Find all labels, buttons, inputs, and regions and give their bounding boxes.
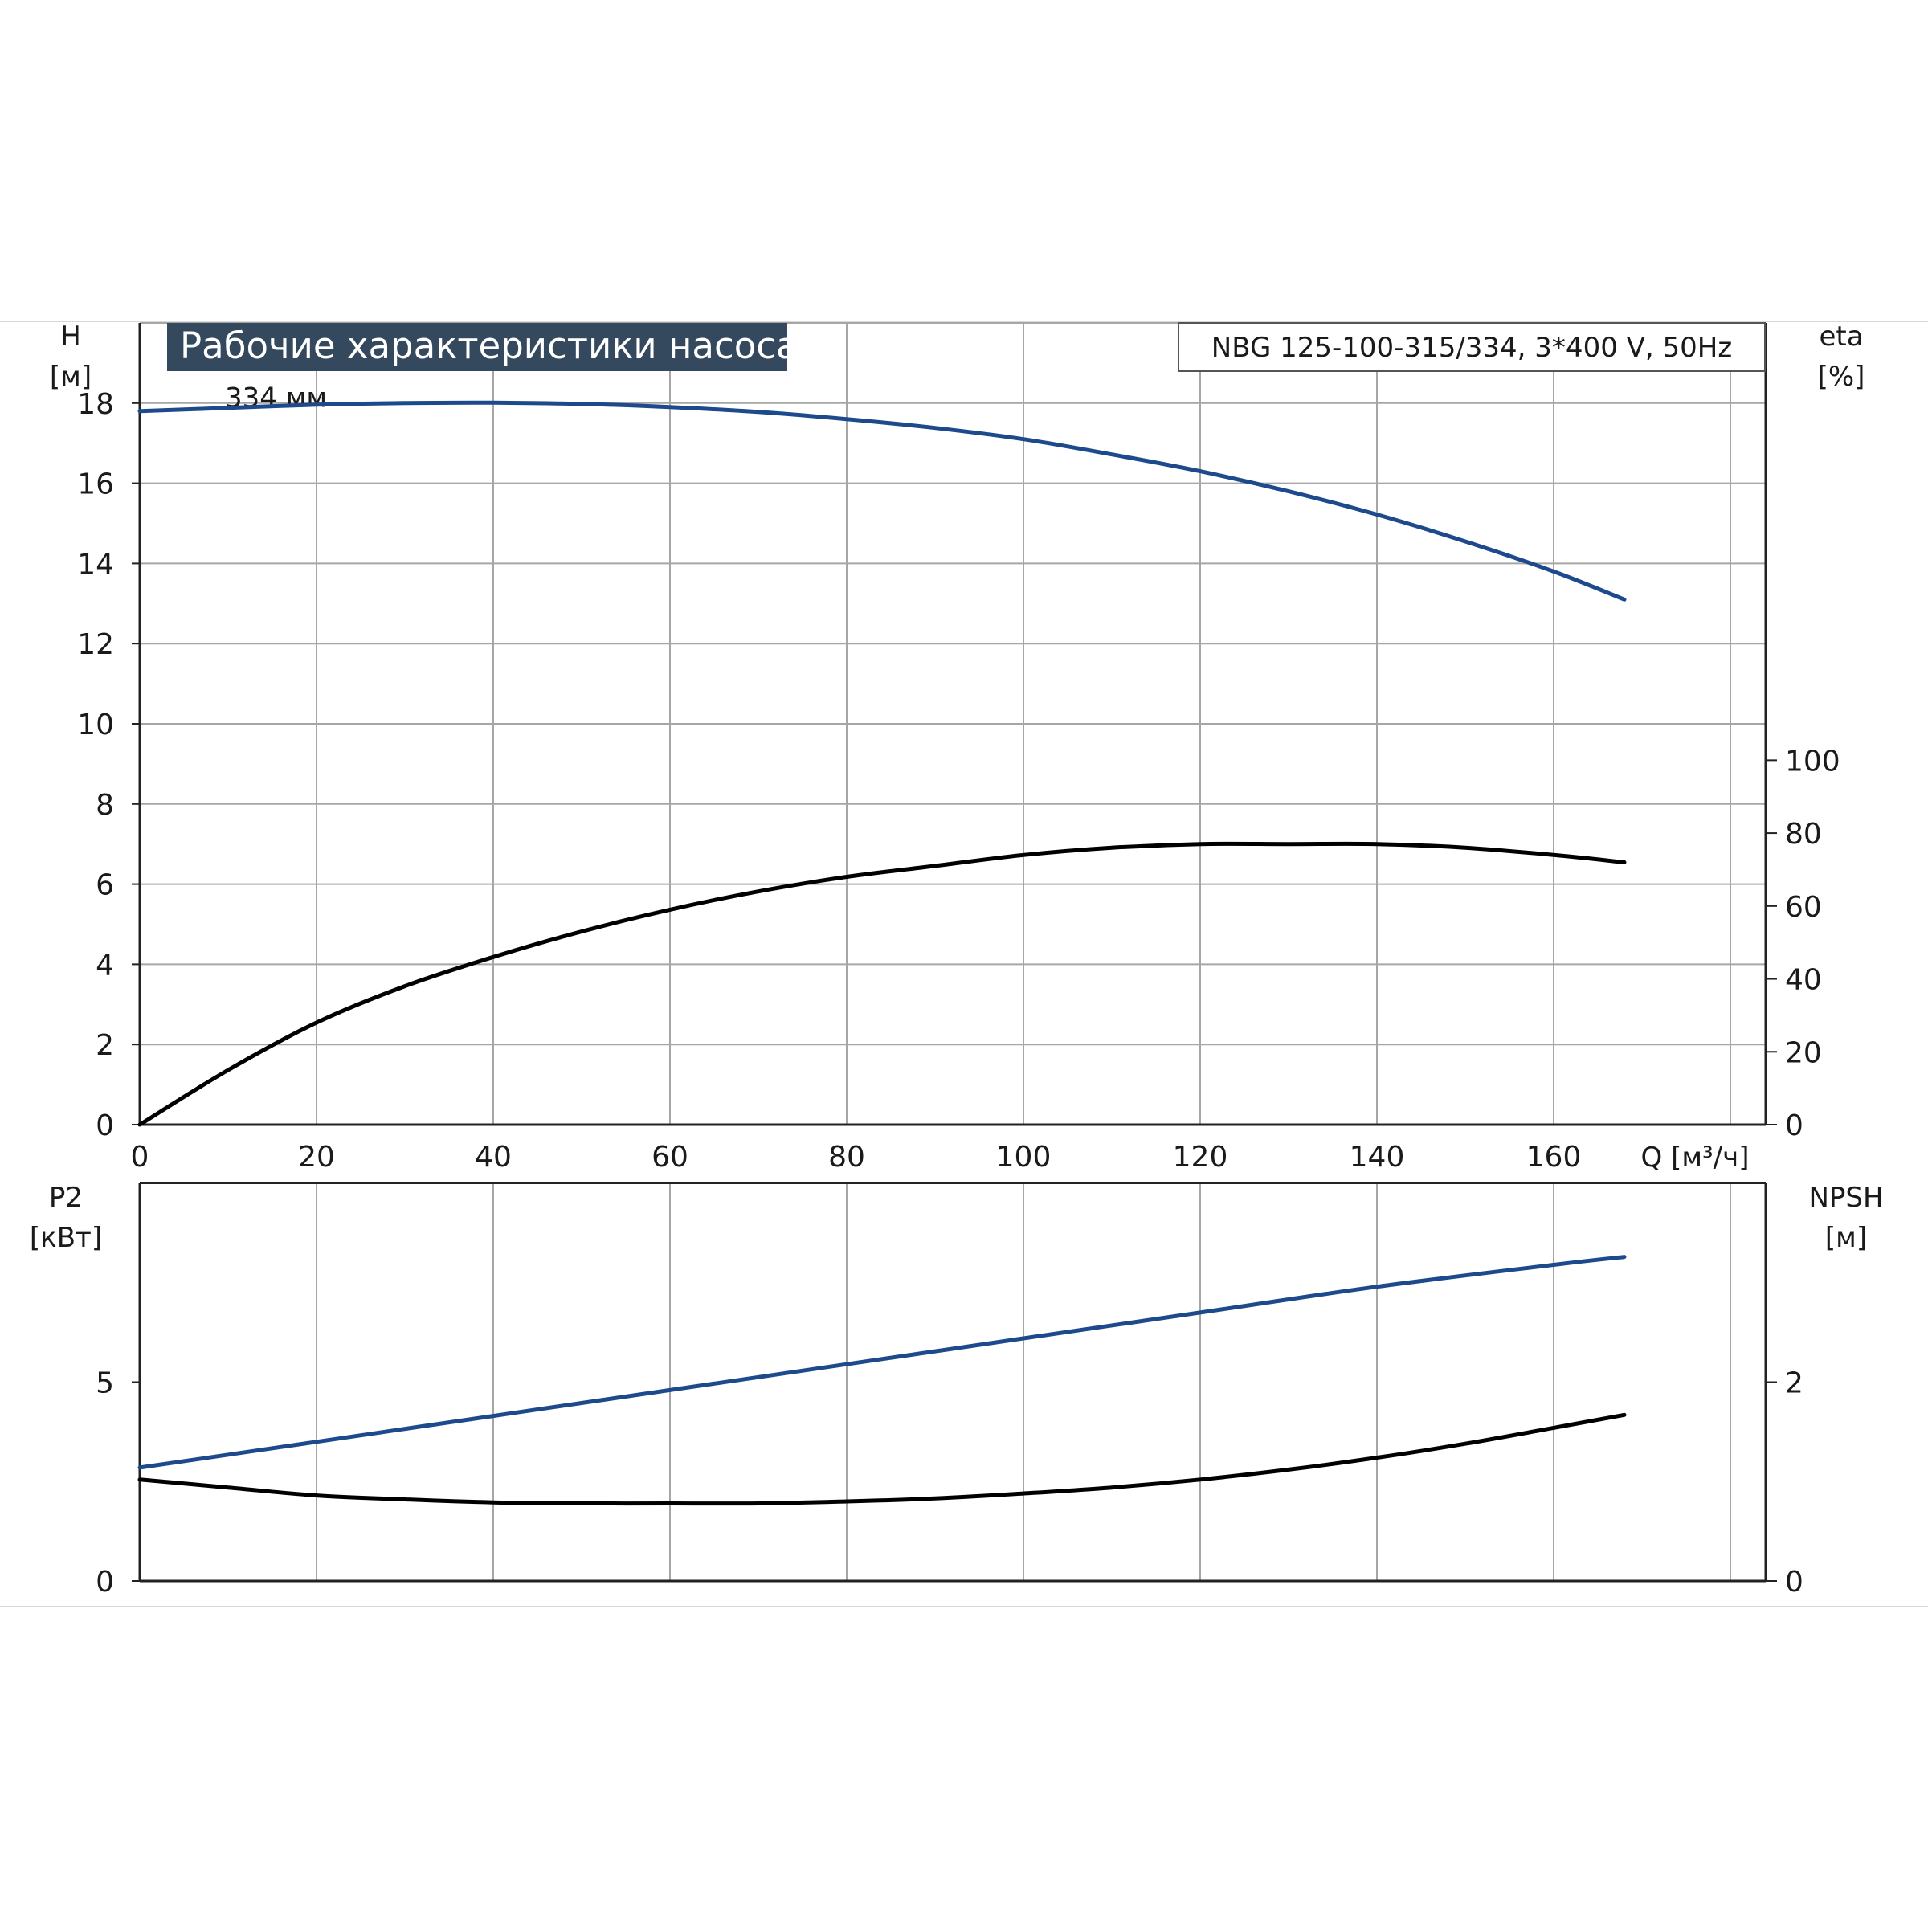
x-tick-label: 0 <box>131 1141 149 1174</box>
eta-tick-label: 60 <box>1785 891 1822 924</box>
npsh-tick-label: 2 <box>1785 1367 1803 1400</box>
eta-tick-label: 0 <box>1785 1109 1803 1142</box>
eta-axis-label: eta <box>1819 321 1863 353</box>
h-tick-label: 18 <box>77 388 114 421</box>
p2-tick-label: 5 <box>96 1367 114 1400</box>
title-banner <box>167 323 787 371</box>
npsh-curve <box>137 1412 1627 1506</box>
model-box <box>1178 322 1766 372</box>
upper-tick-labels: 0 20 40 60 80 100 120 140 160 0 2 4 6 8 10 12 14 16 18 0 20 4… <box>77 388 1840 1174</box>
lower-tick-labels: 0 5 0 2 <box>96 1367 1803 1599</box>
x-tick-label: 120 <box>1173 1141 1228 1174</box>
h-tick-label: 14 <box>77 548 114 581</box>
p2-axis-unit: [кВт] <box>30 1222 102 1254</box>
h-tick-label: 12 <box>77 628 114 661</box>
npsh-axis-label: NPSH <box>1808 1182 1883 1214</box>
eta-tick-label: 40 <box>1785 964 1822 997</box>
eta-axis-unit: [%] <box>1818 361 1865 393</box>
lower-series <box>137 1255 1627 1506</box>
x-tick-label: 40 <box>475 1141 512 1174</box>
eta-tick-label: 20 <box>1785 1036 1822 1069</box>
x-tick-label: 160 <box>1526 1141 1582 1174</box>
x-tick-label: 20 <box>298 1141 335 1174</box>
npsh-tick-label: 0 <box>1785 1566 1803 1599</box>
eta-tick-label: 80 <box>1785 818 1822 851</box>
h-tick-label: 2 <box>96 1029 114 1062</box>
model-label: NBG 125-100-315/334, 3*400 V, 50Hz <box>1211 332 1732 364</box>
h-tick-label: 0 <box>96 1109 114 1142</box>
p2-tick-label: 0 <box>96 1566 114 1599</box>
h-tick-label: 16 <box>77 468 114 501</box>
q-axis-label: Q [м³/ч] <box>1641 1142 1750 1174</box>
h-tick-label: 10 <box>77 709 114 741</box>
h-tick-label: 8 <box>96 789 114 822</box>
x-tick-label: 60 <box>652 1141 688 1174</box>
x-tick-label: 140 <box>1350 1141 1405 1174</box>
chart-title: Рабочие характеристики насоса <box>180 325 799 367</box>
npsh-axis-unit: [м] <box>1825 1222 1867 1254</box>
p2-curve <box>137 1255 1627 1470</box>
p2-axis-label: P2 <box>49 1182 83 1214</box>
h-curve <box>137 400 1627 602</box>
eta-tick-label: 100 <box>1785 745 1840 778</box>
upper-series <box>137 400 1627 1127</box>
upper-grid <box>138 322 1767 1126</box>
x-tick-label: 100 <box>996 1141 1052 1174</box>
h-tick-label: 4 <box>96 949 114 982</box>
h-axis-unit: [м] <box>50 361 92 393</box>
eta-curve <box>137 841 1627 1127</box>
x-tick-label: 80 <box>828 1141 865 1174</box>
lower-grid <box>138 1182 1767 1583</box>
h-axis-label: H <box>60 321 81 353</box>
h-tick-label: 6 <box>96 869 114 902</box>
